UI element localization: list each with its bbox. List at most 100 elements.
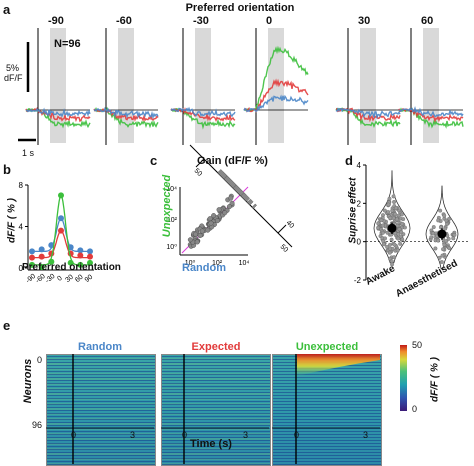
panel-b-ytick-label: 8: [19, 181, 24, 190]
trace-random: [170, 106, 236, 118]
panel-b-xlabel: Preferred orientation: [22, 262, 121, 273]
violin-point: [442, 242, 447, 247]
colorbar-label: dF/F ( % ): [429, 357, 441, 402]
violin-outline: [373, 170, 411, 264]
tuning-point: [58, 215, 64, 222]
violin-point: [387, 196, 392, 201]
violin-point: [380, 230, 385, 235]
hist-bar: [240, 192, 250, 202]
violin-point: [386, 202, 391, 207]
violin-point: [402, 225, 407, 230]
tuning-point: [87, 259, 93, 266]
unexpected-response-wedge: [297, 354, 380, 376]
tuning-point: [87, 248, 93, 255]
violin-point: [443, 226, 448, 231]
trace-random: [93, 106, 159, 120]
violin-point: [438, 208, 443, 213]
violin-point: [398, 241, 403, 246]
scatter-point: [214, 218, 220, 224]
trace-panel: [25, 28, 91, 145]
hist-bar: [246, 198, 254, 206]
panel-c-ytick-label: 10⁴: [166, 186, 177, 193]
panel-b-xtick-label: -60: [35, 273, 47, 285]
hm1-x-end: 3: [130, 430, 136, 440]
panel-d-ytick-label: -2: [354, 276, 362, 285]
scatter-point: [205, 227, 211, 233]
tuning-point: [77, 247, 84, 254]
panel-c-ytick-label: 10⁰: [166, 243, 177, 251]
tuning-point: [87, 253, 93, 260]
panel-d-ytick-label: 4: [357, 161, 362, 170]
panel-b-xtick-label: -90: [25, 273, 37, 285]
tuning-point: [58, 192, 64, 199]
violin-point: [393, 212, 398, 217]
panel-label-a: a: [3, 2, 11, 17]
scale-unit: dF/F: [4, 73, 23, 83]
hist-bar-group: [246, 198, 254, 206]
violin-point: [390, 208, 395, 213]
violin-mean: [437, 229, 447, 239]
panel-c-title: Gain (dF/F %): [197, 155, 268, 167]
panel-c-scatter: 10⁴ 10² 10⁰ 10⁰ 10² 10⁴ 50 40 50: [166, 144, 296, 267]
violin-point: [392, 255, 397, 260]
violin-point: [400, 221, 405, 226]
violin-point: [444, 218, 449, 223]
violin-point: [394, 217, 399, 222]
violin-point: [444, 239, 449, 244]
panel-label-b: b: [3, 162, 11, 177]
colorbar-min: 0: [412, 404, 418, 414]
trace-random: [243, 94, 309, 113]
scatter-point: [228, 195, 234, 201]
violin-point: [388, 246, 393, 251]
violin-point: [447, 246, 452, 251]
panel-b-tuning: 840-90-60-30 0 30 60 90: [19, 181, 95, 285]
trace-random: [335, 107, 401, 120]
hist-tick-label: 50: [279, 243, 290, 254]
violin-point: [376, 225, 381, 230]
violin-point: [383, 236, 387, 241]
panel-label-e: e: [3, 318, 11, 333]
violin-point: [431, 225, 436, 230]
stimulus-shade: [423, 28, 439, 143]
hist-bar: [251, 203, 257, 209]
tuning-point: [48, 242, 55, 249]
hm3-x-end: 3: [363, 430, 369, 440]
violin-point: [441, 247, 446, 252]
hm2-x-end: 3: [243, 430, 249, 440]
violin-outline: [425, 185, 459, 269]
hist-bar-group: [251, 203, 257, 209]
violin-point: [392, 242, 397, 247]
panel-d-violin: 4 2 0 -2: [354, 161, 469, 285]
scatter-point: [193, 231, 199, 237]
panel-b-xtick-label: 90: [84, 274, 95, 284]
panel-c-xlabel: Random: [182, 262, 226, 274]
violin-point: [436, 218, 441, 223]
hist-tick-label: 50: [193, 167, 204, 178]
violin-point: [440, 253, 445, 258]
violin-point: [451, 236, 456, 241]
panel-b-xtick-label: -30: [44, 273, 56, 285]
heatmap-expected: [161, 354, 271, 466]
violin-point: [388, 215, 393, 220]
panel-b-xtick-label: 30: [64, 274, 75, 284]
orientation-label: 60: [421, 15, 434, 27]
violin-point: [437, 255, 442, 260]
scatter-point: [229, 200, 235, 206]
colorbar-max: 50: [412, 340, 423, 350]
scatter-point: [194, 239, 200, 245]
tuning-point: [38, 246, 45, 253]
violin-point: [399, 230, 404, 235]
panel-b-ytick-label: 0: [19, 264, 24, 273]
hist-tick-label: 40: [285, 219, 296, 230]
violin-point: [386, 210, 391, 214]
heatmap-title-expected: Expected: [191, 341, 241, 353]
violin-point: [429, 235, 434, 240]
hm1-x-start: 0: [71, 430, 77, 440]
violin-point: [452, 232, 457, 237]
violin-point: [387, 250, 392, 255]
n-label: N=96: [54, 38, 81, 50]
trace-unexpected: [335, 107, 401, 128]
violin-point: [436, 238, 441, 243]
orientation-label: -60: [116, 15, 132, 27]
scatter-point: [208, 220, 214, 226]
